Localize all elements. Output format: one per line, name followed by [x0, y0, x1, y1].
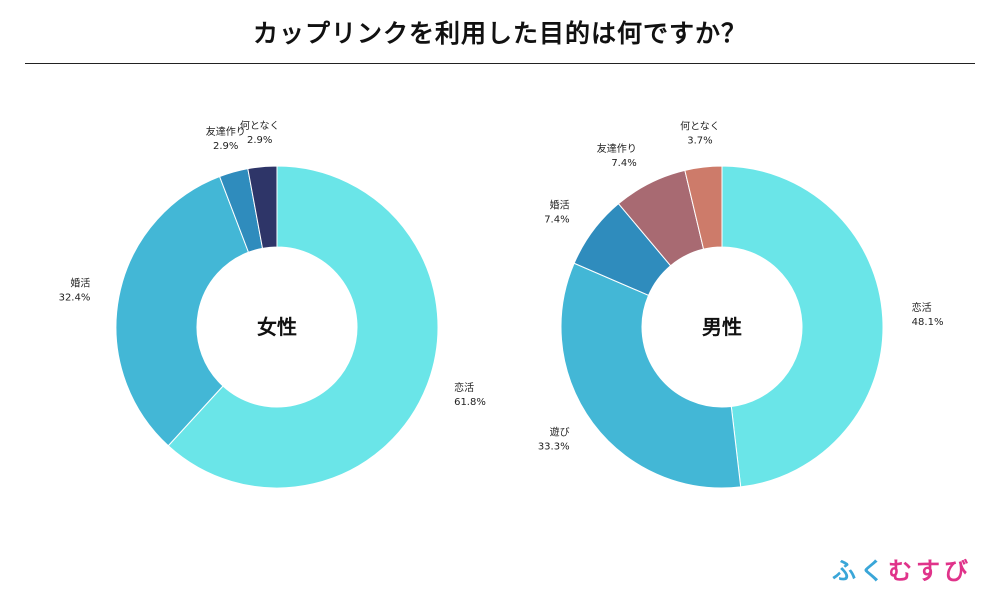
slice-value-label: 3.7% [687, 135, 712, 146]
chart-title: カップリンクを利用した目的は何ですか？ [252, 19, 747, 48]
slice-label-1-4: 何となく 2.9% [240, 119, 280, 146]
logo-part-2: むすび [888, 557, 972, 585]
slice-value-label: 2.9% [247, 135, 272, 146]
slice-label-2-4: 友達作り 7.4% [597, 142, 637, 169]
slice-label-2-3: 婚活 7.4% [544, 199, 569, 226]
slice-category-label: 友達作り [206, 125, 246, 138]
slice-2-1 [721, 165, 884, 488]
slice-category-label: 何となく [680, 119, 720, 132]
slice-1-2 [115, 175, 250, 447]
donut-center-label: 女性 [257, 315, 297, 339]
slice-1-1 [167, 165, 439, 489]
donut-center-label: 男性 [702, 315, 742, 339]
slice-1-4 [247, 165, 278, 249]
slice-value-label: 2.9% [213, 141, 238, 152]
logo-part-1: ふく [832, 557, 888, 585]
slice-category-label: 遊び [550, 425, 570, 438]
slice-category-label: 婚活 [550, 199, 570, 212]
slice-value-label: 32.4% [59, 292, 91, 303]
slice-value-label: 48.1% [912, 317, 944, 328]
slice-2-5 [684, 165, 723, 250]
slice-category-label: 恋活 [912, 301, 932, 314]
title-divider [25, 63, 975, 64]
slice-label-1-3: 友達作り 2.9% [206, 125, 246, 152]
slice-category-label: 友達作り [597, 142, 637, 155]
slice-category-label: 恋活 [454, 381, 474, 394]
slice-value-label: 7.4% [544, 215, 569, 226]
slice-label-2-2: 遊び 33.3% [538, 425, 570, 452]
slice-category-label: 婚活 [70, 276, 90, 289]
slice-label-1-1: 恋活 61.8% [454, 381, 486, 408]
slice-value-label: 33.3% [538, 441, 570, 452]
slice-label-1-2: 婚活 32.4% [59, 276, 91, 303]
slice-2-2 [560, 262, 742, 489]
slice-category-label: 何となく [240, 119, 280, 132]
brand-logo: ふくむすび [832, 551, 972, 586]
slice-label-2-1: 恋活 48.1% [912, 301, 944, 328]
slice-value-label: 7.4% [611, 158, 636, 169]
slice-value-label: 61.8% [454, 397, 486, 408]
slice-label-2-5: 何となく 3.7% [680, 119, 720, 146]
